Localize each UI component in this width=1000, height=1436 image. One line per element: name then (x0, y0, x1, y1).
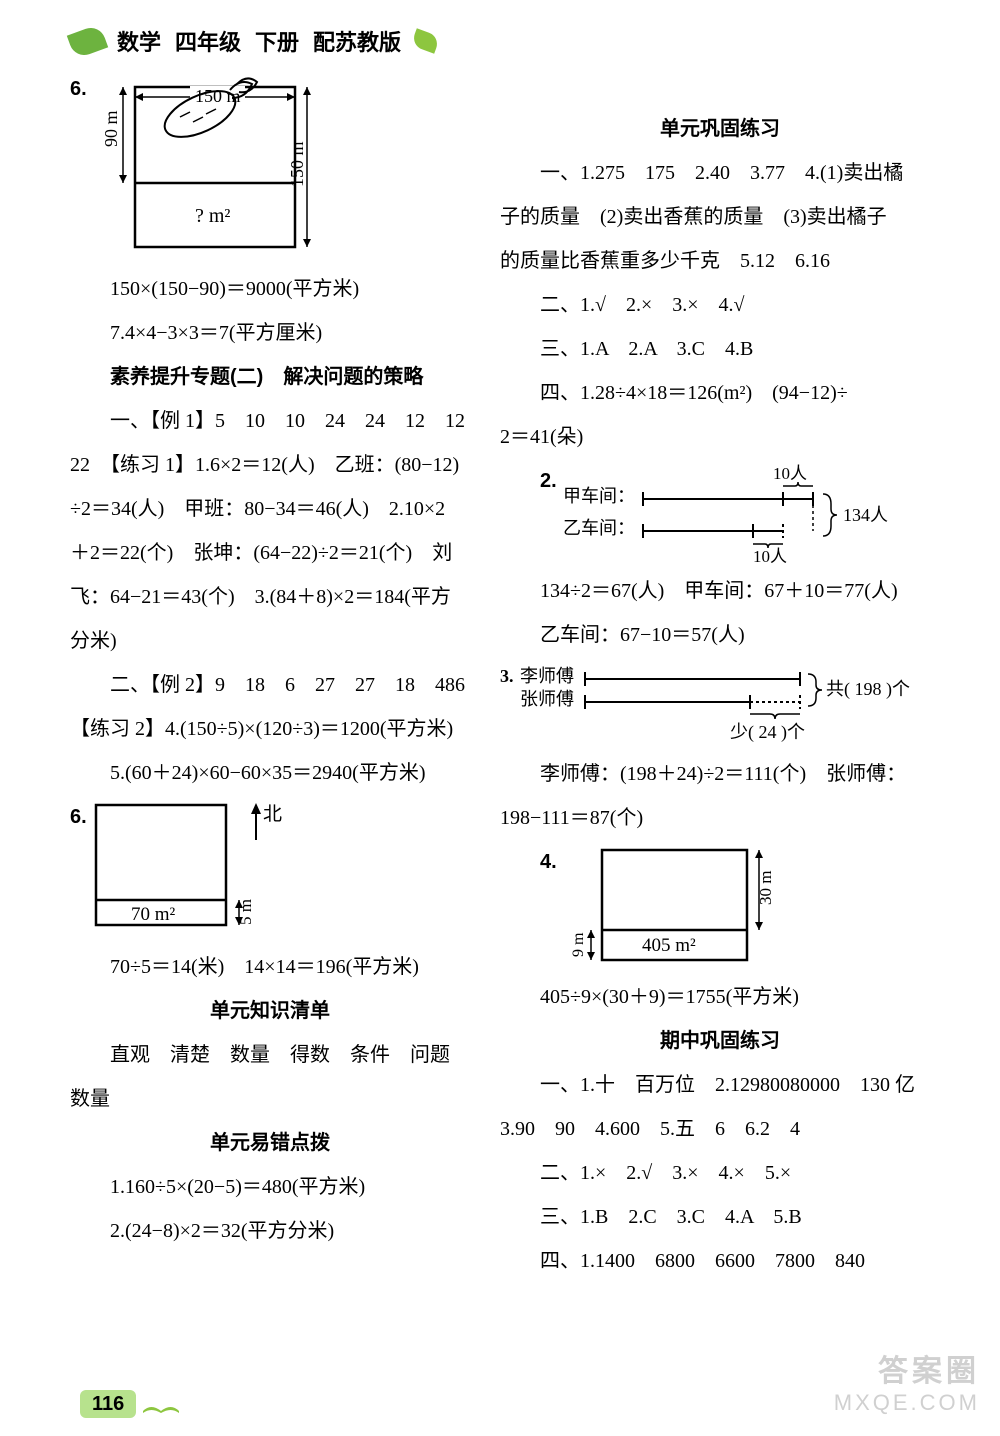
watermark-line1: 答案圈 (834, 1346, 980, 1390)
header-volume: 下册 (255, 25, 299, 57)
r2: 二、1.√ 2.× 3.× 4.√ (500, 283, 940, 327)
q2-calc2: 乙车间：67−10＝57(人) (500, 613, 940, 657)
r1-l3: 的质量比香蕉重多少千克 5.12 6.16 (500, 239, 940, 283)
q7: 7.4×4−3×3＝7(平方厘米) (70, 311, 470, 355)
q3-zhang: 张师傅 (520, 689, 574, 709)
q6-block: 6. 150 m 90 m (70, 67, 470, 267)
header-subject: 数学 (117, 25, 161, 57)
q4-rh: 30 m (756, 871, 775, 905)
q4-calc: 405÷9×(30＋9)＝1755(平方米) (500, 975, 940, 1019)
m1-l2: 3.90 90 4.600 5.五 6 6.2 4 (500, 1107, 940, 1151)
q2-side: 134人 (843, 505, 888, 525)
s1-l1: 一、【例 1】5 10 10 24 24 12 12 (70, 399, 470, 443)
r1-l1: 一、1.275 175 2.40 3.77 4.(1)卖出橘 (500, 151, 940, 195)
t2-l2: 数量 (70, 1077, 470, 1121)
watermark: 答案圈 MXQE.COM (834, 1346, 980, 1416)
m1-l1: 一、1.十 百万位 2.12980080000 130 亿 (500, 1063, 940, 1107)
q3-calc1: 李师傅：(198＋24)÷2＝111(个) 张师傅： (500, 752, 940, 796)
s1-l4: ＋2＝22(个) 张坤：(64−22)÷2＝21(个) 刘 (70, 531, 470, 575)
topic-mistakes: 单元易错点拨 (70, 1121, 470, 1165)
fig-left-h: 90 m (101, 110, 121, 147)
r4-l1: 四、1.28÷4×18＝126(m²) (94−12)÷ (500, 371, 940, 415)
q2-b: 乙车间： (563, 518, 635, 538)
q3-total: 共( 198 )个 (826, 679, 910, 700)
header-edition: 配苏教版 (313, 25, 401, 57)
page-number-text: 116 (80, 1390, 136, 1418)
q6b-area: 70 m² (131, 904, 176, 925)
m2: 二、1.× 2.√ 3.× 4.× 5.× (500, 1151, 940, 1195)
q6-calc: 150×(150−90)＝9000(平方米) (70, 267, 470, 311)
q4-figure: 30 m 9 m 405 m² (567, 845, 807, 970)
topic-unit-practice: 单元巩固练习 (500, 107, 940, 151)
right-column: 单元巩固练习 一、1.275 175 2.40 3.77 4.(1)卖出橘 子的… (500, 67, 940, 1283)
s1-l6: 分米) (70, 619, 470, 663)
q2-block: 2. 10人 甲车间： 乙车间： (500, 459, 940, 569)
q6b-north: 北 (263, 803, 282, 825)
q4-lh: 9 m (570, 932, 587, 957)
q2-top: 10人 (773, 464, 807, 483)
book-icon (141, 1395, 181, 1415)
q3-calc2: 198−111＝87(个) (500, 796, 940, 840)
topic-midterm: 期中巩固练习 (500, 1019, 940, 1063)
s1-l5: 飞：64−21＝43(个) 3.(84＋8)×2＝184(平方 (70, 575, 470, 619)
content-columns: 6. 150 m 90 m (70, 67, 950, 1283)
page-root: 数学 四年级 下册 配苏教版 6. (0, 0, 1000, 1308)
t2-l1: 直观 清楚 数量 得数 条件 问题 (70, 1033, 470, 1077)
q3-block: 3. 李师傅 张师傅 共( 198 )个 少( 24 ) (500, 657, 940, 752)
r3: 三、1.A 2.A 3.C 4.B (500, 327, 940, 371)
q6b-calc: 70÷5＝14(米) 14×14＝196(平方米) (70, 945, 470, 989)
r4-l2: 2＝41(朵) (500, 415, 940, 459)
header-grade: 四年级 (175, 25, 241, 57)
t3-l2: 2.(24−8)×2＝32(平方分米) (70, 1209, 470, 1253)
q4-label: 4. (500, 840, 557, 884)
m4: 四、1.1400 6800 6600 7800 840 (500, 1239, 940, 1283)
q2-calc1: 134÷2＝67(人) 甲车间：67＋10＝77(人) (500, 569, 940, 613)
q4-block: 4. 30 m 9 m 405 m² (500, 840, 940, 975)
q2-a: 甲车间： (563, 486, 635, 506)
s1-l3: ÷2＝34(人) 甲班：80−34＝46(人) 2.10×2 (70, 487, 470, 531)
s2-l1: 二、【例 2】9 18 6 27 27 18 486 (70, 663, 470, 707)
q2-bottom: 10人 (753, 547, 787, 564)
q6b-figure: 70 m² 北 5 m (91, 800, 291, 940)
svg-text:3.: 3. (500, 666, 514, 686)
fig-inner: ? m² (195, 205, 230, 227)
r1-l2: 子的质量 (2)卖出香蕉的质量 (3)卖出橘子 (500, 195, 940, 239)
q6-label: 6. (70, 67, 87, 111)
page-number: 116 (80, 1393, 181, 1416)
page-header: 数学 四年级 下册 配苏教版 (70, 25, 950, 57)
q6b-h: 5 m (236, 899, 255, 925)
q4-area: 405 m² (642, 935, 696, 956)
q3-li: 李师傅 (520, 666, 574, 686)
t3-l1: 1.160÷5×(20−5)＝480(平方米) (70, 1165, 470, 1209)
q3-figure: 3. 李师傅 张师傅 共( 198 )个 少( 24 ) (500, 662, 920, 747)
q2-label: 2. (500, 459, 557, 503)
leaf-icon (411, 28, 441, 53)
q3-less: 少( 24 )个 (730, 722, 805, 743)
q2-figure: 10人 甲车间： 乙车间： (563, 464, 923, 564)
q6b-label: 6. (70, 795, 87, 839)
s1-l2: 22 【练习 1】1.6×2＝12(人) 乙班：(80−12) (70, 443, 470, 487)
fig-right-h: 150 m (287, 141, 307, 187)
m3: 三、1.B 2.C 3.C 4.A 5.B (500, 1195, 940, 1239)
s2-l3: 5.(60＋24)×60−60×35＝2940(平方米) (70, 751, 470, 795)
s2-l2: 【练习 2】4.(150÷5)×(120÷3)＝1200(平方米) (70, 707, 470, 751)
leaf-icon (67, 23, 108, 58)
topic-knowledge: 单元知识清单 (70, 989, 470, 1033)
topic-strategy: 素养提升专题(二) 解决问题的策略 (70, 355, 470, 399)
watermark-line2: MXQE.COM (834, 1390, 980, 1416)
q6-figure: 150 m 90 m 150 m ? m² (95, 72, 315, 262)
left-column: 6. 150 m 90 m (70, 67, 470, 1283)
q6b-block: 6. 70 m² 北 5 m (70, 795, 470, 945)
